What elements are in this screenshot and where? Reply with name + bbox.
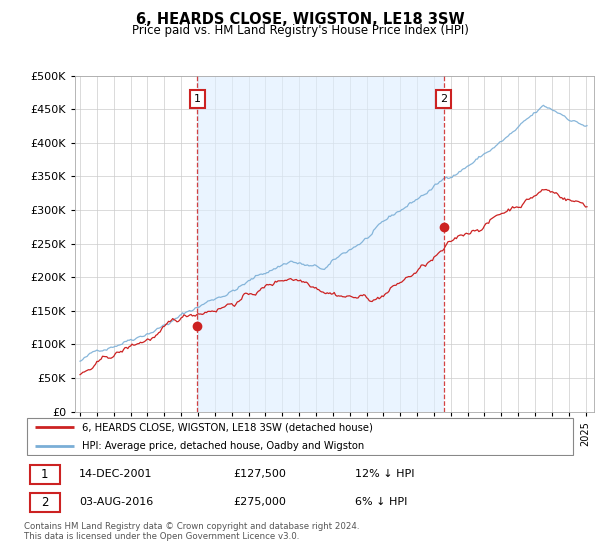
Text: Price paid vs. HM Land Registry's House Price Index (HPI): Price paid vs. HM Land Registry's House … [131, 24, 469, 37]
Text: £275,000: £275,000 [234, 497, 287, 507]
Text: HPI: Average price, detached house, Oadby and Wigston: HPI: Average price, detached house, Oadb… [82, 441, 364, 451]
Text: 12% ↓ HPI: 12% ↓ HPI [355, 469, 415, 479]
FancyBboxPatch shape [29, 493, 60, 512]
FancyBboxPatch shape [29, 465, 60, 484]
Text: 14-DEC-2001: 14-DEC-2001 [79, 469, 152, 479]
Text: 2: 2 [440, 94, 447, 104]
Text: 6, HEARDS CLOSE, WIGSTON, LE18 3SW (detached house): 6, HEARDS CLOSE, WIGSTON, LE18 3SW (deta… [82, 422, 373, 432]
Text: 6% ↓ HPI: 6% ↓ HPI [355, 497, 407, 507]
Text: 2: 2 [41, 496, 49, 509]
Text: 6, HEARDS CLOSE, WIGSTON, LE18 3SW: 6, HEARDS CLOSE, WIGSTON, LE18 3SW [136, 12, 464, 27]
FancyBboxPatch shape [27, 418, 573, 455]
Text: Contains HM Land Registry data © Crown copyright and database right 2024.
This d: Contains HM Land Registry data © Crown c… [24, 522, 359, 542]
Text: 03-AUG-2016: 03-AUG-2016 [79, 497, 154, 507]
Text: 1: 1 [41, 468, 49, 481]
Text: £127,500: £127,500 [234, 469, 287, 479]
Text: 1: 1 [194, 94, 201, 104]
Bar [197, 76, 443, 412]
